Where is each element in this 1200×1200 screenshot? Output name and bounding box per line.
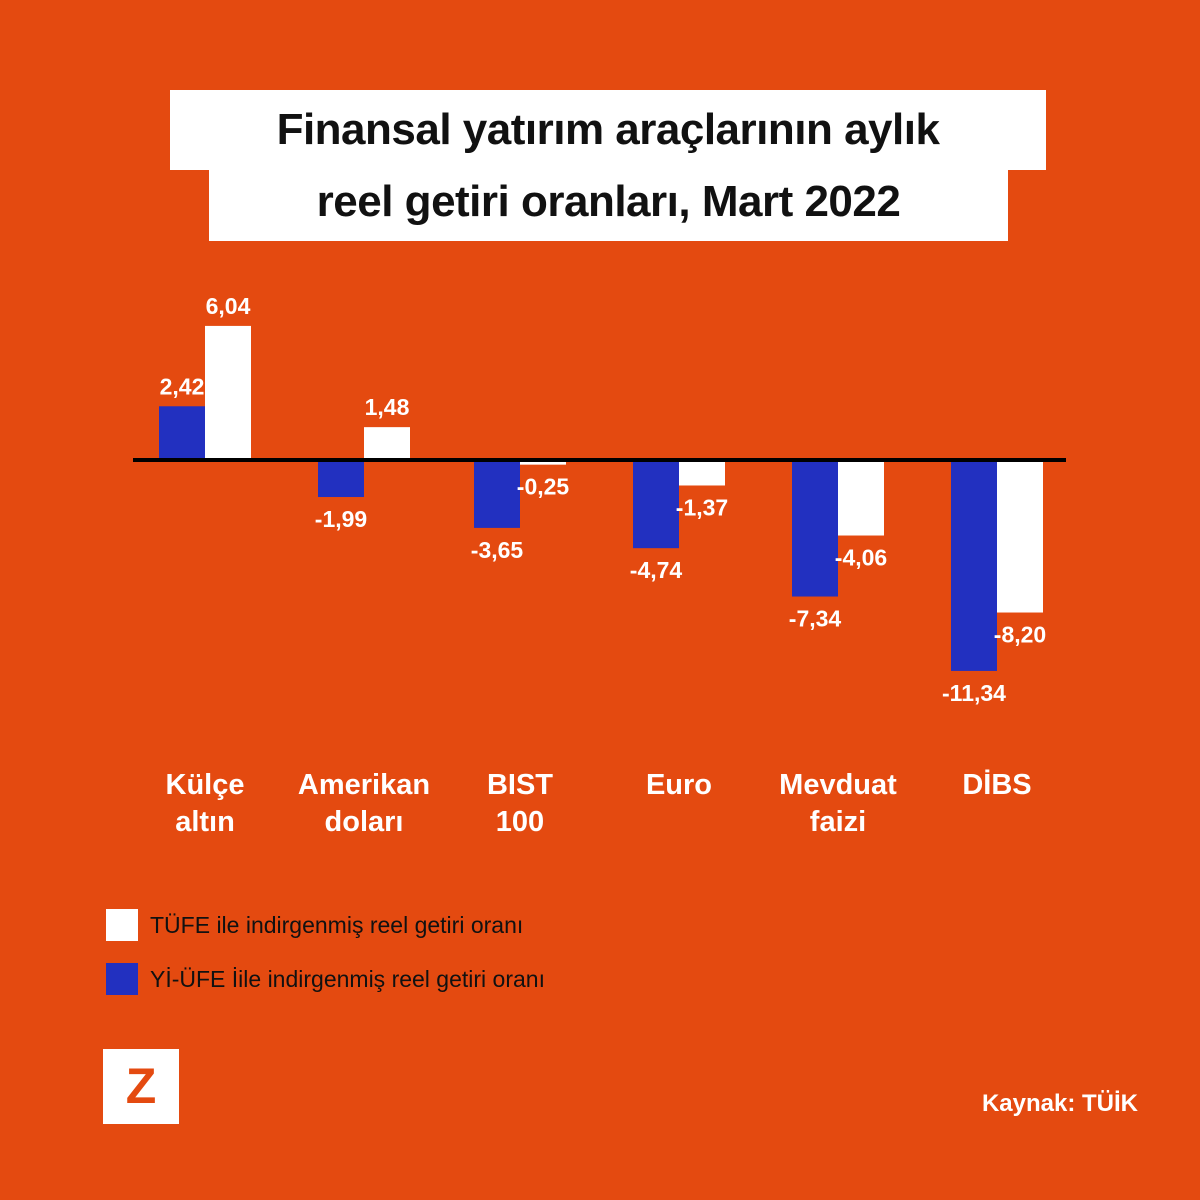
category-label-line: BIST [486, 769, 554, 801]
category-label-line: Mevduat [779, 769, 897, 801]
legend-label: TÜFE ile indirgenmiş reel getiri oranı [150, 911, 524, 938]
source-note: Kaynak: TÜİK [981, 1090, 1138, 1117]
chart-title-line-1: Finansal yatırım araçlarının aylık [170, 90, 1046, 170]
category-label: BIST 100 [430, 767, 610, 841]
category-label: DİBS [907, 767, 1087, 804]
bar-tufe-3 [679, 460, 725, 486]
data-label: 6,04 [206, 293, 251, 319]
data-label: -4,74 [630, 557, 683, 583]
category-label-line: DİBS [962, 769, 1032, 801]
category-label-line: Euro [645, 769, 713, 801]
legend-item-yiufe: Yİ-ÜFE İile indirgenmiş reel getiri oran… [106, 963, 545, 995]
data-label: -1,37 [676, 494, 728, 520]
data-label: -7,34 [789, 606, 842, 632]
legend-swatch-blue [106, 963, 138, 995]
legend-item-tufe: TÜFE ile indirgenmiş reel getiri oranı [106, 909, 523, 941]
category-label: Mevduat faizi [748, 767, 928, 841]
category-label: Amerikan doları [274, 767, 454, 841]
bar-tufe-2 [520, 460, 566, 465]
bar-tufe-1 [364, 427, 410, 460]
bar-yiufe-0 [159, 406, 205, 460]
category-label-line: faizi [809, 806, 867, 838]
bar-yiufe-5 [951, 460, 997, 671]
bar-yiufe-1 [318, 460, 364, 498]
bar-yiufe-3 [633, 460, 679, 549]
data-label: -4,06 [835, 545, 887, 571]
data-label: -1,99 [315, 506, 367, 532]
data-label: -11,34 [942, 680, 1006, 706]
data-label: 2,42 [160, 373, 205, 399]
category-label-line: Amerikan [297, 769, 431, 801]
category-label: Külçe altın [115, 767, 295, 841]
category-label-line: 100 [495, 806, 545, 838]
data-label: -8,20 [994, 622, 1046, 648]
data-label: -3,65 [471, 537, 524, 563]
legend-label: Yİ-ÜFE İile indirgenmiş reel getiri oran… [150, 965, 545, 992]
bar-tufe-4 [838, 460, 884, 536]
data-label: -0,25 [517, 474, 570, 500]
chart-title-line-2: reel getiri oranları, Mart 2022 [209, 170, 1008, 241]
category-label-line: Külçe [165, 769, 245, 801]
category-label-line: altın [175, 806, 235, 838]
bar-tufe-0 [205, 325, 251, 460]
bar-yiufe-4 [792, 460, 838, 597]
data-label: 1,48 [365, 394, 410, 420]
legend-swatch-white [106, 909, 138, 941]
bar-tufe-5 [997, 460, 1043, 613]
logo: Z [103, 1049, 179, 1124]
bar-yiufe-2 [474, 460, 520, 528]
category-label-line: doları [324, 806, 404, 838]
category-label: Euro [589, 767, 769, 804]
